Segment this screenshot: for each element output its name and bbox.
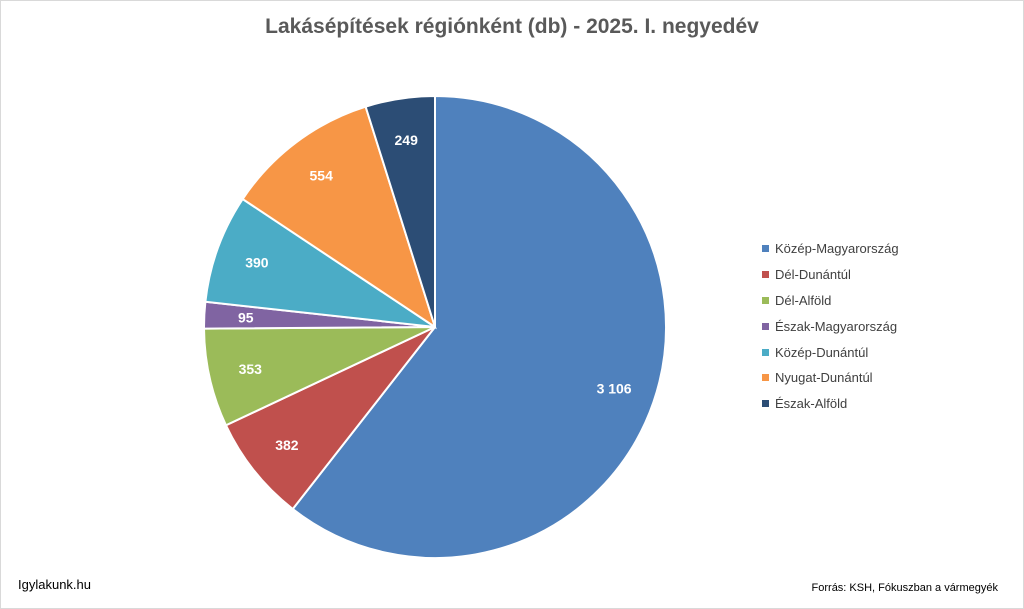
legend-item: Észak-Magyarország: [762, 313, 899, 339]
legend-item: Dél-Dunántúl: [762, 262, 899, 288]
legend: Közép-Magyarország Dél-Dunántúl Dél-Alföld…: [762, 236, 899, 417]
source-note: Forrás: KSH, Fókuszban a vármegyék: [811, 582, 998, 594]
slice-value-label: 353: [239, 361, 263, 377]
pie-slice-2: [224, 326, 436, 511]
legend-item: Észak-Alföld: [762, 391, 899, 417]
slice-value-label: 95: [238, 309, 254, 325]
legend-label: Észak-Magyarország: [775, 318, 898, 334]
legend-swatch: [762, 296, 769, 304]
legend-label: Dél-Dunántúl: [775, 267, 851, 283]
slice-value-label: 3 106: [597, 381, 632, 397]
legend-swatch: [762, 374, 769, 382]
legend-item: Nyugat-Dunántúl: [762, 365, 899, 391]
slice-value-label: 554: [310, 168, 334, 184]
legend-label: Észak-Alföld: [775, 396, 848, 412]
legend-label: Nyugat-Dunántúl: [775, 370, 873, 386]
legend-label: Közép-Magyarország: [775, 241, 899, 257]
legend-item: Dél-Alföld: [762, 288, 899, 314]
slice-value-label: 390: [245, 254, 269, 270]
legend-swatch: [762, 271, 769, 279]
legend-swatch: [762, 348, 769, 356]
slice-value-label: 249: [395, 132, 419, 148]
legend-item: Közép-Magyarország: [762, 236, 899, 262]
pie-slice-7: [364, 94, 436, 328]
pie-slice-1: [291, 94, 668, 559]
legend-label: Dél-Alföld: [775, 292, 832, 308]
chart-title: Lakásépítések régiónként (db) - 2025. I.…: [265, 15, 759, 38]
pie-slice-6: [241, 105, 437, 330]
legend-item: Közép-Dunántúl: [762, 339, 899, 365]
legend-label: Közép-Dunántúl: [775, 344, 869, 360]
legend-swatch: [762, 245, 769, 253]
legend-swatch: [762, 400, 769, 408]
site-watermark: Igylakunk.hu: [18, 577, 91, 592]
pie-slice-5: [204, 197, 436, 328]
legend-swatch: [762, 322, 769, 330]
slice-value-label: 382: [275, 437, 299, 453]
